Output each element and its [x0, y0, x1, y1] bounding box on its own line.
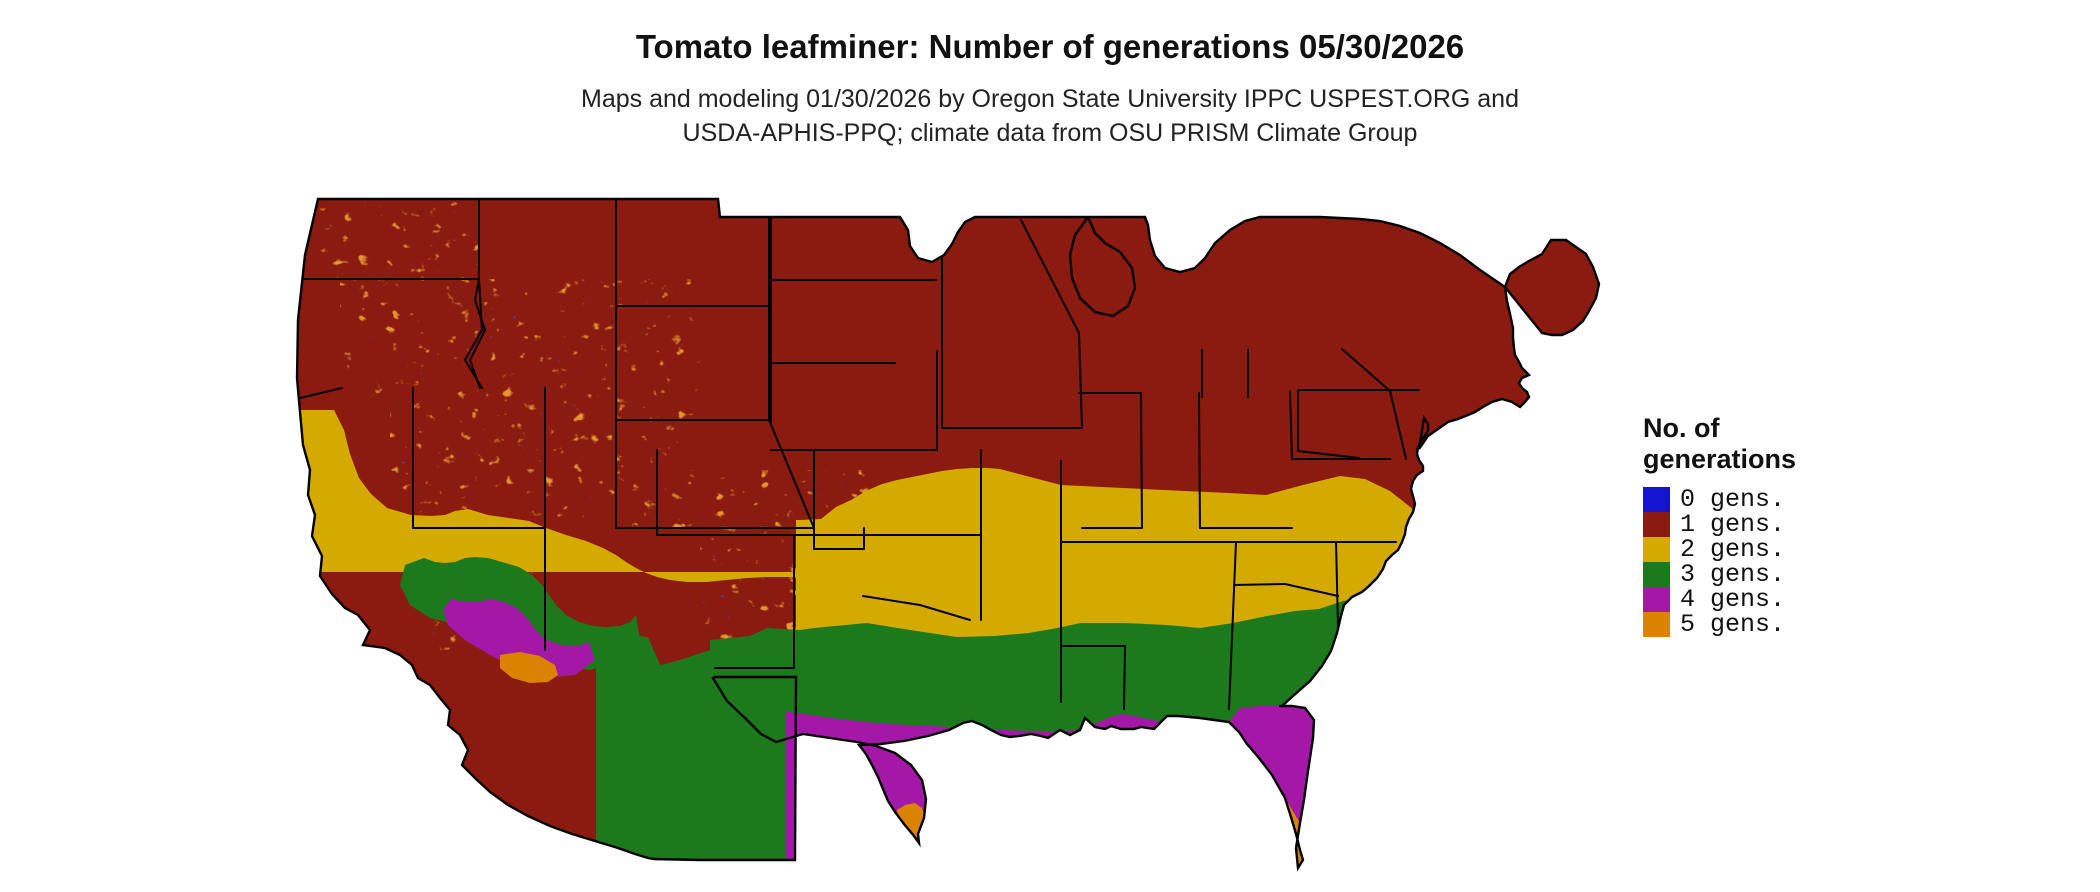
- svg-text:No. of: No. of: [1643, 413, 1720, 443]
- svg-text:generations: generations: [1643, 444, 1796, 474]
- svg-text:5 gens.: 5 gens.: [1680, 610, 1785, 639]
